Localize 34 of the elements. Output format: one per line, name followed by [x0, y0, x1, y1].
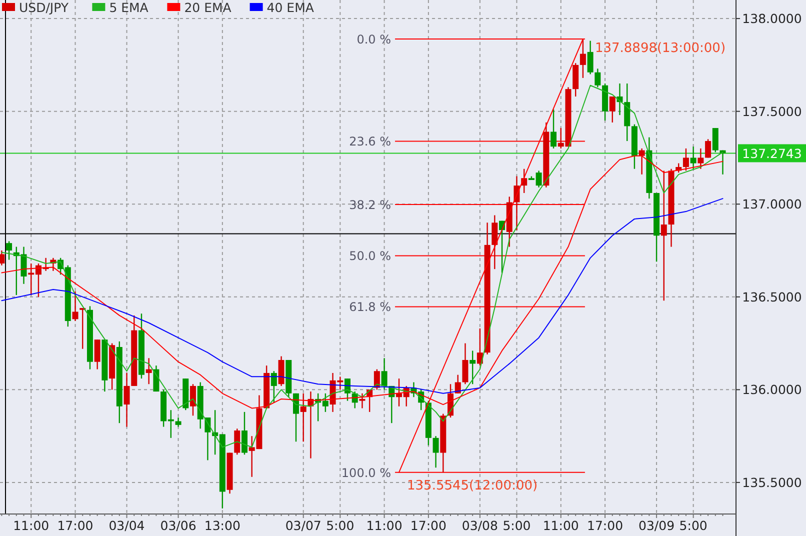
x-tick-label: 03/09 [638, 518, 675, 533]
annotation: 137.8898(13:00:00) [594, 41, 726, 56]
annotation: 61.8 % [349, 300, 392, 314]
x-tick-label: 5:00 [502, 518, 531, 533]
y-tick-label: 135.5000 [742, 474, 802, 490]
x-tick-label: 17:00 [410, 518, 446, 533]
x-tick-label: 11:00 [542, 518, 579, 533]
x-tick-label: 03/07 [285, 518, 322, 533]
annotation: 100.0 % [341, 466, 392, 480]
x-tick-label: 13:00 [204, 518, 240, 533]
x-tick-label: 03/08 [462, 518, 498, 533]
ref-line-label: 137.2743 [742, 146, 802, 162]
legend-label: 5 EMA [109, 0, 149, 15]
y-tick-label: 136.5000 [742, 289, 802, 304]
x-tick-label: 03/04 [108, 518, 145, 533]
annotation: 23.6 % [349, 134, 392, 149]
legend-label: 20 EMA [184, 0, 232, 15]
annotation: 50.0 % [349, 249, 392, 264]
y-tick-label: 138.0000 [742, 11, 802, 26]
x-tick-label: 17:00 [57, 518, 94, 533]
x-tick-label: 11:00 [366, 518, 402, 533]
annotation: 0.0 % [356, 32, 392, 47]
annotation: 38.2 % [349, 198, 392, 212]
annotation: 135.5545(12:00:00) [407, 478, 538, 494]
x-tick-label: 5:00 [679, 518, 708, 533]
legend-label: 40 EMA [266, 0, 314, 15]
legend-label: USD/JPY [19, 0, 69, 15]
y-tick-label: 137.5000 [742, 104, 802, 119]
x-tick-label: 17:00 [587, 518, 624, 533]
x-tick-label: 11:00 [13, 518, 50, 533]
y-tick-label: 136.0000 [742, 382, 802, 398]
x-tick-label: 5:00 [326, 518, 354, 533]
y-tick-label: 137.0000 [742, 196, 802, 212]
x-tick-label: 03/06 [160, 518, 196, 533]
